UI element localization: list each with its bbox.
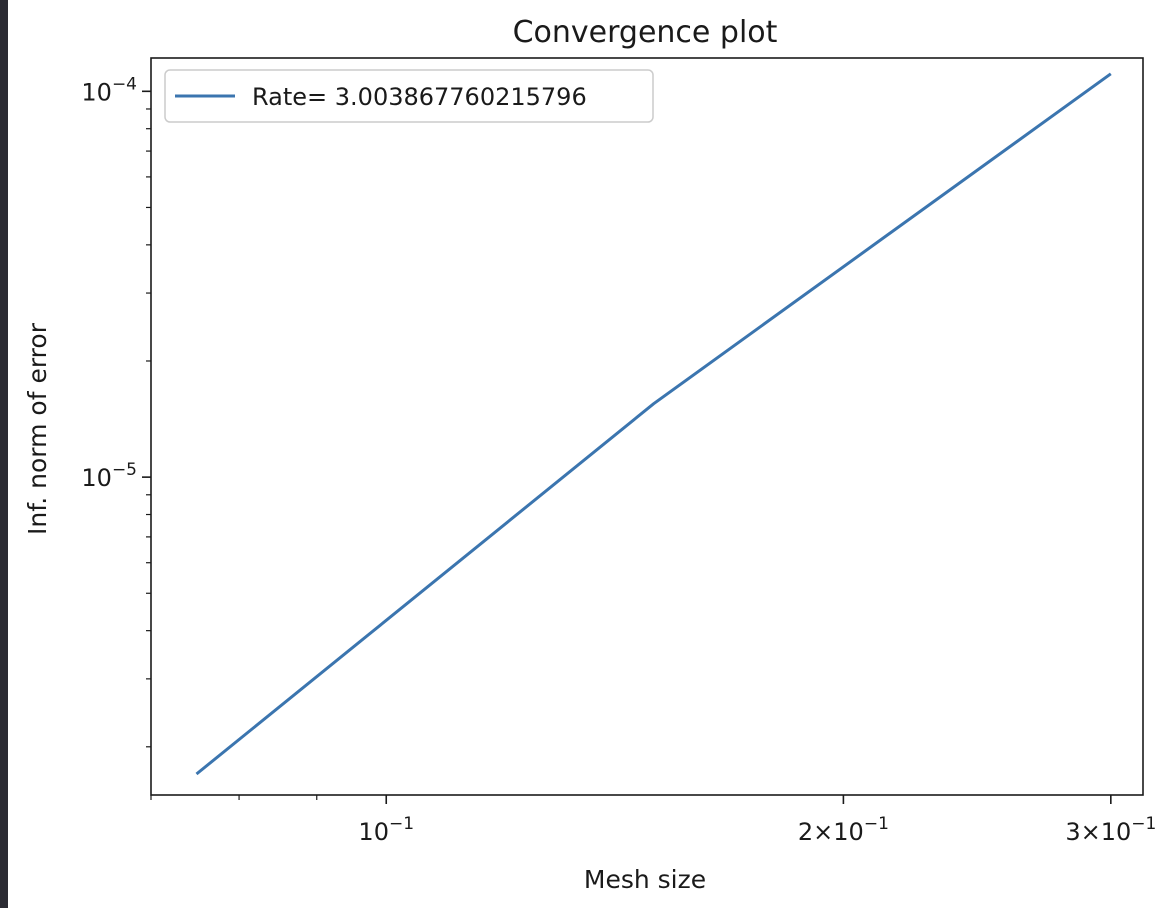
legend: Rate= 3.003867760215796	[164, 69, 654, 123]
y-tick-label: 10−4	[81, 74, 137, 106]
x-tick-label: 10−1	[358, 814, 414, 846]
plot-area: 10−1 2×10−1 3×10−1 10−4 10−5 Rate= 3.00386776…	[81, 57, 1156, 846]
y-axis-label: Inf. norm of error	[23, 322, 52, 535]
series-line	[195, 72, 1112, 776]
x-tick-label: 3×10−1	[1065, 814, 1156, 846]
x-tick-label: 2×10−1	[798, 814, 889, 846]
legend-label: Rate= 3.003867760215796	[252, 83, 587, 111]
chart-title: Convergence plot	[513, 15, 778, 50]
x-axis-label: Mesh size	[584, 865, 706, 894]
chart-figure: Convergence plot Mesh size Inf. norm of …	[8, 0, 1170, 908]
axes-frame	[150, 57, 1144, 796]
y-tick-label: 10−5	[81, 460, 137, 492]
convergence-chart: Convergence plot Mesh size Inf. norm of …	[23, 15, 1156, 894]
legend-box	[164, 69, 654, 123]
